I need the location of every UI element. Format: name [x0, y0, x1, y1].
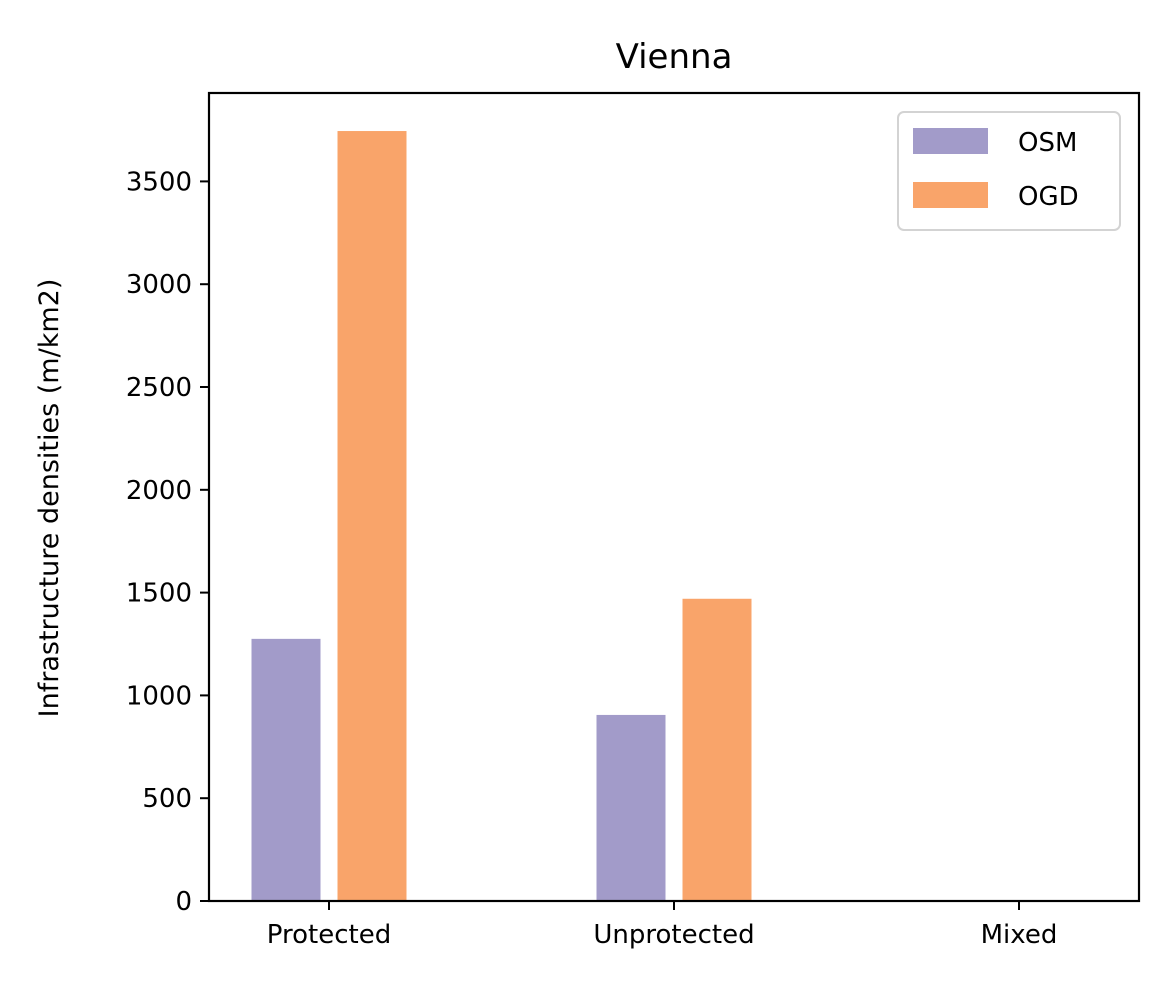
y-tick-label-1000: 1000 [126, 681, 192, 711]
bars-layer [251, 131, 1011, 901]
y-tick-label-1500: 1500 [126, 579, 192, 609]
plot-frame [207, 91, 1141, 903]
bar-osm-unprotected [596, 714, 666, 901]
y-axis: 0 500 1000 1500 2000 2500 3000 3500 [126, 167, 209, 917]
y-tick-label-500: 500 [142, 784, 192, 814]
y-tick-label-2500: 2500 [126, 373, 192, 403]
x-tick-label-mixed: Mixed [981, 920, 1058, 950]
bar-ogd-protected [337, 131, 407, 901]
legend: OSM OGD [897, 111, 1121, 231]
bar-osm-protected [251, 638, 321, 901]
y-tick-label-2000: 2000 [126, 476, 192, 506]
y-tick-label-0: 0 [175, 887, 192, 917]
y-tick-label-3000: 3000 [126, 270, 192, 300]
x-tick-label-unprotected: Unprotected [593, 920, 754, 950]
y-axis-label: Infrastructure densities (m/km2) [34, 279, 65, 718]
bar-ogd-unprotected [682, 598, 752, 901]
legend-label-ogd: OGD [1018, 182, 1079, 212]
legend-label-osm: OSM [1018, 128, 1077, 158]
x-tick-label-protected: Protected [267, 920, 391, 950]
x-axis: Protected Unprotected Mixed [267, 901, 1058, 950]
legend-swatch-osm [913, 128, 988, 154]
legend-swatch-ogd [913, 182, 988, 208]
y-tick-label-3500: 3500 [126, 167, 192, 197]
chart-title: Vienna [616, 37, 733, 77]
